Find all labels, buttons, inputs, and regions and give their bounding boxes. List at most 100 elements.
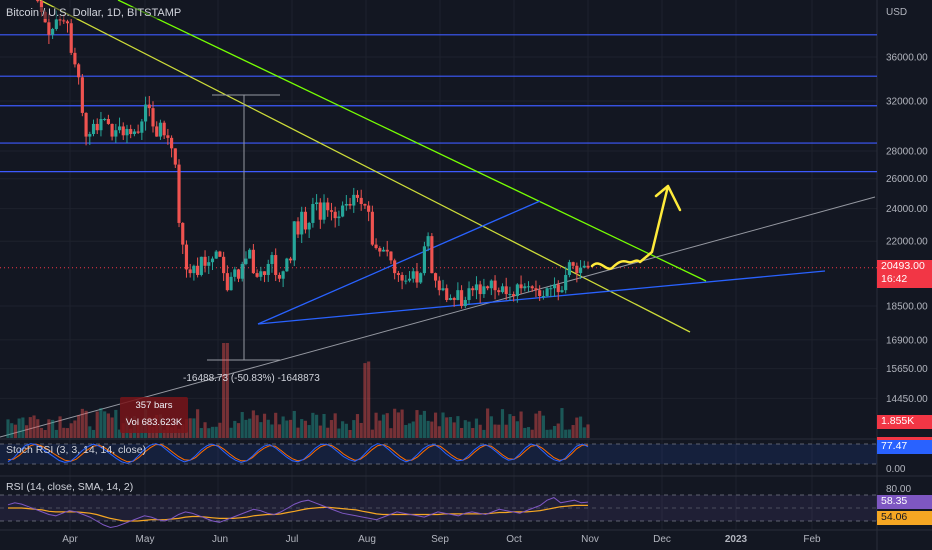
candle-body	[106, 119, 110, 124]
volume-bar	[95, 411, 99, 438]
candle-body	[54, 19, 58, 29]
candle-body	[519, 284, 523, 289]
candle-body	[430, 236, 434, 274]
candle-body	[422, 246, 426, 274]
volume-bar	[337, 428, 341, 438]
candle-body	[281, 271, 285, 279]
volume-bar	[236, 423, 241, 438]
volume-bar	[478, 424, 482, 438]
volume-bar	[326, 427, 330, 438]
rsi-legend[interactable]: RSI (14, close, SMA, 14, 2)	[6, 481, 134, 493]
price-tick-label: 22000.00	[886, 237, 928, 248]
candle-body	[355, 194, 360, 198]
volume-bar	[538, 410, 542, 438]
candle-body	[571, 262, 575, 266]
candle-body	[374, 244, 378, 249]
candle-body	[51, 28, 55, 35]
volume-bar	[333, 413, 337, 438]
price-tick-label: 26000.00	[886, 174, 928, 185]
candle-body	[244, 258, 248, 264]
price-tick-label: 15650.00	[886, 364, 928, 375]
price-tick-label: 18500.00	[886, 302, 928, 313]
candle-body	[556, 284, 560, 293]
candle-body	[500, 286, 505, 293]
candle-body	[523, 286, 527, 289]
candle-body	[277, 274, 281, 279]
rsi-line	[7, 497, 589, 529]
volume-bar	[437, 426, 441, 438]
candle-body	[426, 236, 430, 247]
candle-body	[129, 128, 133, 135]
candle-body	[303, 211, 308, 230]
candle-body	[549, 288, 553, 290]
volume-bar	[307, 425, 311, 438]
time-tick-label: 2023	[725, 534, 748, 545]
volume-bar	[508, 414, 512, 438]
candles	[36, 0, 590, 309]
volume-bar	[452, 422, 456, 438]
candle-body	[140, 121, 144, 133]
volume-bar	[578, 416, 583, 438]
volume-bar	[564, 429, 568, 438]
candle-body	[552, 284, 557, 289]
candle-body	[292, 221, 296, 261]
stoch-rsi-legend[interactable]: Stoch RSI (3, 3, 14, 14, close)	[6, 444, 147, 456]
volume-bar	[162, 429, 166, 438]
candle-body	[515, 284, 519, 297]
volume-bar	[363, 363, 367, 438]
volume-bar	[519, 411, 523, 438]
volume-bar	[210, 426, 215, 438]
volume-bar	[99, 408, 103, 438]
candle-body	[433, 273, 438, 281]
volume-bar	[370, 429, 374, 438]
candle-body	[151, 108, 155, 127]
candle-body	[229, 276, 233, 291]
rsi-pane	[0, 494, 877, 529]
volume-bar	[65, 428, 70, 438]
price-tick-label: 36000.00	[886, 53, 928, 64]
candle-body	[467, 288, 471, 300]
volume-bar	[419, 414, 423, 438]
volume-bar	[500, 409, 505, 438]
measure-box: 357 bars Vol 683.623K	[120, 397, 188, 433]
candle-body	[203, 256, 207, 266]
stoch-value-tag: 77.47	[877, 440, 932, 454]
candle-body	[73, 52, 77, 65]
time-tick-label: Aug	[358, 534, 376, 545]
volume-bar	[367, 361, 371, 438]
candle-body	[460, 290, 464, 306]
candle-body	[181, 222, 185, 245]
volume-bar	[433, 412, 438, 438]
volume-bar	[515, 421, 519, 438]
candle-body	[47, 22, 51, 35]
candle-body	[285, 258, 289, 272]
volume-bar	[556, 423, 560, 438]
candle-body	[296, 221, 300, 235]
candle-body	[270, 255, 274, 264]
volume-bar	[552, 425, 557, 438]
volume-bar	[400, 409, 404, 438]
candle-body	[489, 280, 493, 289]
volume-bar	[218, 422, 222, 438]
candle-body	[333, 211, 337, 219]
volume-bar	[73, 420, 77, 438]
candle-body	[307, 222, 311, 230]
volume-bar	[51, 419, 55, 438]
volume-bar	[582, 427, 586, 438]
volume-bar	[251, 410, 255, 438]
volume-bar	[474, 418, 479, 438]
volume-bar	[114, 409, 118, 438]
candle-body	[199, 256, 203, 275]
volume-bar	[69, 423, 73, 438]
candle-body	[560, 290, 564, 293]
stoch-d-line	[7, 443, 588, 463]
volume-bar	[28, 417, 32, 438]
volume-bar	[80, 408, 84, 438]
volume-bar	[117, 429, 122, 438]
symbol-title[interactable]: Bitcoin / U.S. Dollar, 1D, BITSTAMP	[6, 7, 182, 19]
candle-body	[240, 263, 244, 279]
candle-body	[207, 262, 211, 266]
projected-path-arrow	[590, 184, 682, 270]
